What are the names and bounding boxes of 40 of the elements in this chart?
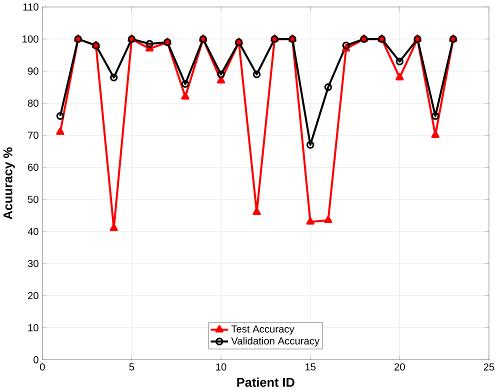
point	[342, 41, 350, 50]
point	[396, 72, 404, 80]
point	[217, 70, 225, 78]
point	[181, 92, 190, 100]
y-tick-label: 70	[28, 132, 38, 139]
x-tick-label: 20	[394, 363, 405, 370]
point	[252, 70, 261, 78]
y-tick-label: 20	[28, 292, 38, 300]
x-tick-label: 10	[216, 363, 226, 370]
y-tick-label: 60	[28, 164, 38, 171]
y-tick-label: 50	[28, 196, 38, 203]
x-tick-label: 5	[129, 363, 134, 370]
x-axis-title: Patient ID	[237, 377, 294, 387]
y-axis-title: Acuuracy %	[3, 147, 15, 220]
point	[324, 216, 332, 223]
point	[432, 112, 440, 120]
point	[56, 127, 64, 135]
point	[146, 40, 154, 48]
y-tick-label: 110	[23, 3, 38, 10]
x-tick-label: 0	[40, 363, 45, 370]
y-tick-label: 100	[22, 35, 38, 43]
y-tick-label: 40	[28, 228, 38, 235]
x-tick-label: 25	[484, 363, 494, 370]
point	[110, 74, 118, 82]
point	[306, 217, 314, 225]
y-tick-label: 90	[28, 67, 38, 75]
y-tick-label: 30	[28, 260, 38, 268]
point	[110, 224, 118, 231]
point	[181, 80, 190, 88]
y-tick-label: 0	[34, 356, 38, 364]
legend-label: Test Accuracy	[231, 325, 294, 334]
y-tick-label: 10	[28, 324, 38, 332]
point	[324, 83, 332, 91]
x-tick-label: 15	[305, 363, 316, 370]
point	[252, 208, 261, 215]
point	[306, 140, 314, 149]
legend-label: Validation Accuracy	[231, 336, 320, 346]
point	[216, 76, 226, 84]
y-tick-label: 80	[28, 99, 38, 107]
point	[396, 58, 404, 66]
